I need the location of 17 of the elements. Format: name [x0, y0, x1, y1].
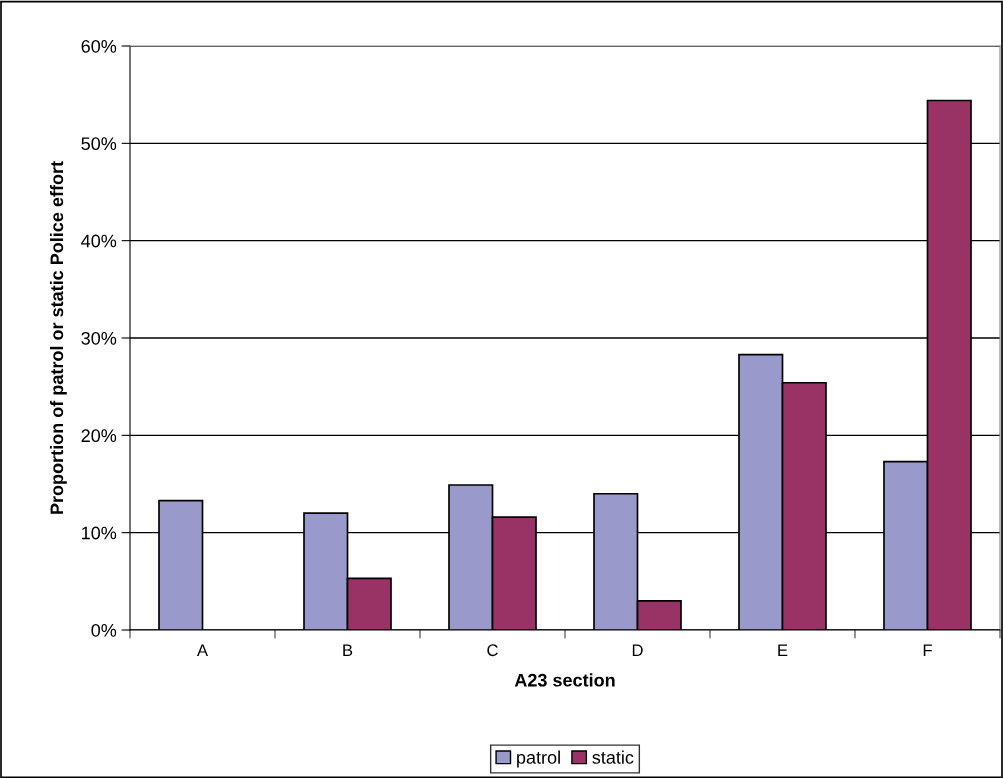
y-tick-label: 40% [81, 234, 117, 248]
y-tick-label: 60% [81, 39, 117, 53]
x-tick-label: C [487, 644, 498, 657]
y-tick-label: 20% [81, 429, 117, 443]
x-tick-label: B [343, 644, 353, 656]
legend-label: static [592, 750, 634, 764]
x-tick-label: F [923, 644, 932, 656]
y-tick-label: 10% [82, 526, 117, 540]
x-tick-label: A [196, 644, 209, 656]
y-tick-label: 0% [91, 623, 117, 637]
y-axis-title: Proportion of patrol or static Police effort [49, 161, 67, 514]
y-tick-label: 30% [81, 331, 117, 345]
legend-label: patrol [517, 750, 560, 768]
x-tick-label: E [778, 644, 788, 656]
x-axis-title: A23 section [514, 673, 615, 687]
x-tick-label: D [632, 644, 643, 656]
y-tick-label: 50% [81, 137, 117, 151]
